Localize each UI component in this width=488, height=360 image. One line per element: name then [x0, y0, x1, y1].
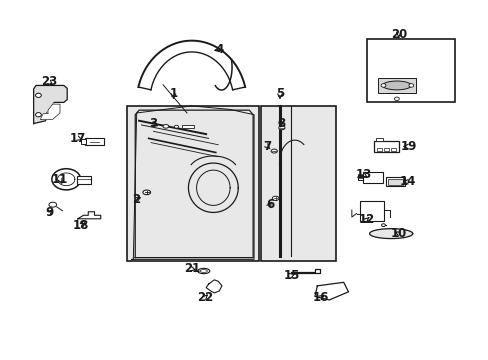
Ellipse shape [380, 84, 385, 87]
Text: 9: 9 [45, 206, 54, 219]
Text: 12: 12 [358, 213, 374, 226]
Ellipse shape [163, 125, 168, 128]
Ellipse shape [408, 84, 413, 87]
Text: 22: 22 [197, 291, 213, 303]
Text: 11: 11 [52, 173, 68, 186]
Bar [81, 139, 86, 144]
Bar [376, 148, 381, 152]
Bar [377, 78, 415, 93]
Ellipse shape [272, 196, 279, 201]
Bar [373, 141, 398, 153]
Ellipse shape [81, 221, 84, 224]
Text: 14: 14 [398, 175, 415, 188]
Ellipse shape [278, 126, 285, 130]
Text: 4: 4 [215, 43, 223, 56]
Bar [383, 148, 388, 152]
Text: 7: 7 [263, 140, 271, 153]
Text: 18: 18 [72, 219, 89, 232]
Text: 13: 13 [354, 168, 371, 181]
Ellipse shape [382, 81, 410, 90]
Polygon shape [369, 229, 412, 239]
Text: 15: 15 [283, 269, 299, 282]
Ellipse shape [394, 97, 399, 100]
Bar [385, 177, 404, 186]
Bar [77, 176, 91, 184]
Ellipse shape [36, 113, 41, 117]
Text: 8: 8 [276, 117, 285, 130]
Ellipse shape [49, 202, 57, 207]
Bar [376, 138, 383, 141]
Ellipse shape [142, 190, 150, 195]
Ellipse shape [36, 93, 41, 98]
Ellipse shape [197, 268, 209, 274]
Polygon shape [206, 280, 222, 293]
Text: 21: 21 [183, 262, 200, 275]
Text: 6: 6 [265, 198, 273, 211]
Polygon shape [314, 282, 348, 300]
Text: 20: 20 [390, 28, 406, 41]
Bar [360, 201, 384, 221]
Polygon shape [291, 269, 320, 274]
Bar [363, 172, 383, 183]
Ellipse shape [174, 125, 178, 128]
Text: 10: 10 [390, 227, 406, 240]
Ellipse shape [270, 149, 277, 153]
Polygon shape [41, 104, 60, 119]
Bar [387, 179, 402, 185]
Text: 16: 16 [312, 291, 329, 303]
Text: 2: 2 [132, 193, 141, 206]
Text: 1: 1 [169, 87, 177, 100]
Bar [261, 106, 335, 261]
Text: 19: 19 [399, 140, 416, 153]
Bar [127, 106, 258, 261]
Ellipse shape [200, 270, 207, 273]
Text: 23: 23 [41, 76, 57, 89]
Polygon shape [78, 212, 101, 219]
Text: 17: 17 [70, 132, 86, 145]
Text: 5: 5 [275, 87, 284, 100]
Bar [366, 39, 454, 102]
Bar [390, 148, 395, 152]
Polygon shape [34, 85, 67, 123]
Bar [182, 125, 194, 129]
Text: 3: 3 [149, 117, 157, 130]
Ellipse shape [381, 224, 385, 226]
Bar [85, 138, 103, 145]
